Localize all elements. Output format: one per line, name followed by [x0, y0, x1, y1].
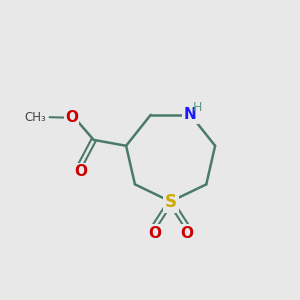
Text: O: O [180, 226, 193, 241]
Text: N: N [184, 107, 197, 122]
Text: H: H [193, 101, 203, 114]
Text: O: O [74, 164, 87, 179]
Text: CH₃: CH₃ [25, 111, 46, 124]
Text: O: O [65, 110, 78, 125]
Text: S: S [165, 193, 177, 211]
Text: O: O [148, 226, 161, 241]
